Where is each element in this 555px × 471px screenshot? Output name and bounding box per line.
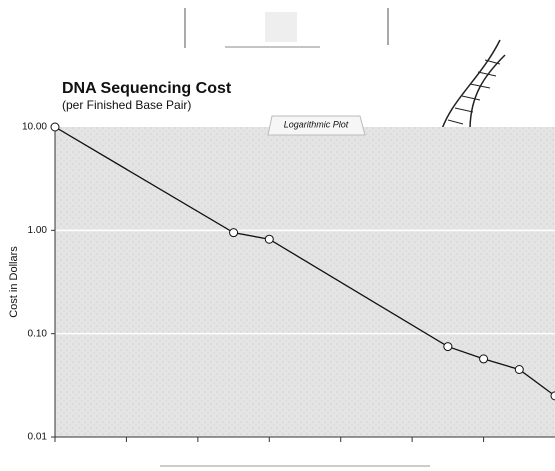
chart-title: DNA Sequencing Cost: [62, 80, 232, 97]
point: [551, 392, 555, 400]
point: [515, 366, 523, 374]
plot-area: [55, 127, 555, 437]
y-tick-label: 1.00: [28, 225, 48, 236]
y-tick-label: 0.10: [28, 328, 48, 339]
point: [444, 343, 452, 351]
point: [480, 355, 488, 363]
chart: Logarithmic Plot DNA Sequencing Cost (pe…: [0, 0, 555, 471]
point: [265, 235, 273, 243]
point: [51, 123, 59, 131]
chart-subtitle: (per Finished Base Pair): [62, 98, 191, 112]
y-tick-label: 0.01: [28, 432, 48, 443]
annotation: Logarithmic Plot: [284, 119, 349, 129]
y-axis-label: Cost in Dollars: [8, 246, 20, 318]
y-tick-label: 10.00: [22, 122, 47, 133]
point: [230, 229, 238, 237]
